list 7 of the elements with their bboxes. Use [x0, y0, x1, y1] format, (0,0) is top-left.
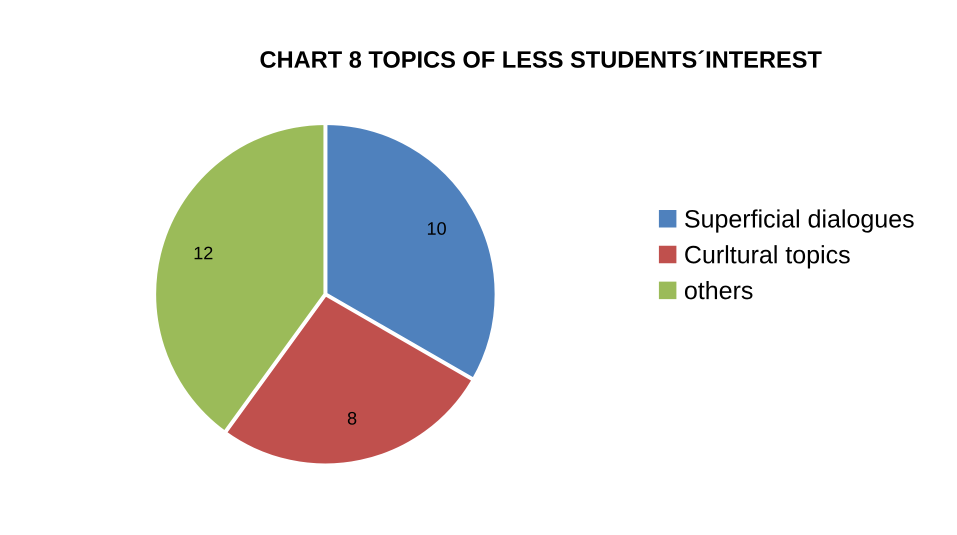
chart-title: CHART 8 TOPICS OF LESS STUDENTS´INTEREST: [260, 50, 822, 68]
data-label: 8: [348, 412, 356, 425]
data-label: 10: [428, 222, 446, 235]
legend-label: Superficial dialogues: [685, 209, 914, 233]
legend-label: Curltural topics: [685, 245, 850, 268]
legend-label: others: [684, 280, 752, 300]
data-label: 12: [194, 246, 212, 260]
